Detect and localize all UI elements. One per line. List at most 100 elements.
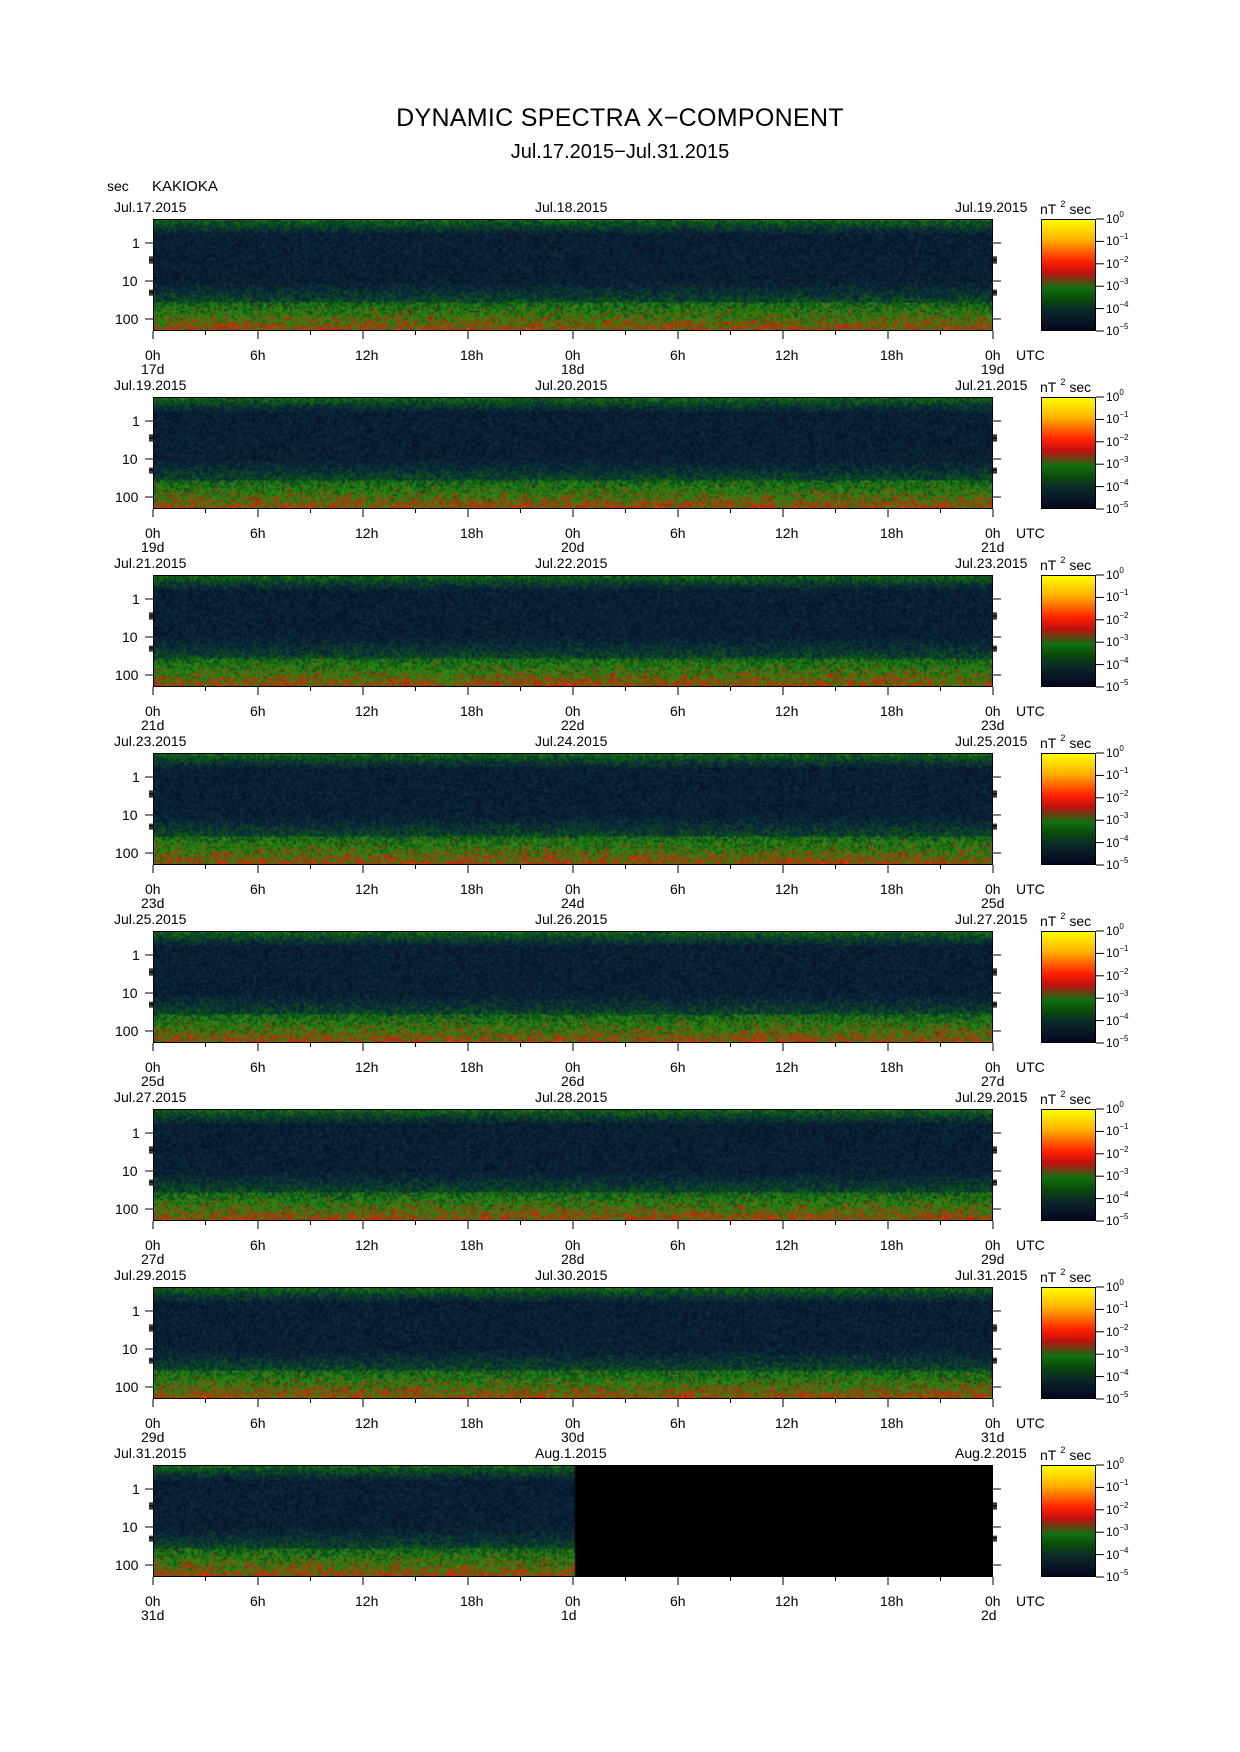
x-tick-label: 0h (145, 703, 161, 719)
colorbar-tick-label: 10−3 (1106, 1167, 1129, 1184)
x-tick-label: 12h (355, 1593, 379, 1609)
y-tick-label: 1 (132, 591, 140, 607)
panel-mid-date: Jul.24.2015 (535, 733, 608, 749)
colorbar-tick-label: 10−5 (1106, 1568, 1129, 1584)
x-tick-label: 6h (250, 1415, 266, 1431)
x-tick-label: 18h (460, 1059, 484, 1075)
spectrogram-image (154, 1288, 992, 1398)
x-tick-label: 18h (460, 525, 484, 541)
panel-start-date: Jul.27.2015 (114, 1089, 187, 1105)
panel-start-date: Jul.29.2015 (114, 1267, 187, 1283)
colorbar-tick-label: 10−3 (1106, 455, 1129, 472)
chart-title: DYNAMIC SPECTRA X−COMPONENT (396, 104, 844, 132)
y-tick-label: 100 (115, 489, 139, 505)
colorbar-tick-label: 10−1 (1106, 588, 1129, 605)
x-unit-label: UTC (1016, 1593, 1045, 1609)
colorbar-tick-label: 10−1 (1106, 944, 1129, 961)
x-tick-label: 18h (880, 347, 904, 363)
x-tick-label: 6h (670, 1237, 686, 1253)
x-tick-label: 12h (355, 881, 379, 897)
colorbar-unit: nT 2 sec (1040, 377, 1092, 395)
colorbar (1041, 219, 1096, 331)
colorbar-tick-label: 10−3 (1106, 989, 1129, 1006)
y-tick-label: 1 (132, 413, 140, 429)
x-tick-label: 0h (985, 347, 1001, 363)
x-unit-label: UTC (1016, 347, 1045, 363)
x-tick-label: 0h (145, 1059, 161, 1075)
y-tick-label: 10 (122, 1341, 138, 1357)
panel-end-date: Jul.29.2015 (955, 1089, 1028, 1105)
colorbar (1041, 931, 1096, 1043)
day-label: 21d (141, 717, 165, 733)
panel-end-date: Jul.19.2015 (955, 199, 1028, 215)
x-tick-label: 0h (565, 1415, 581, 1431)
colorbar-tick-label: 10−2 (1106, 966, 1129, 983)
colorbar-unit: nT 2 sec (1040, 1089, 1092, 1107)
panel-mid-date: Aug.1.2015 (535, 1445, 607, 1461)
panel-end-date: Jul.21.2015 (955, 377, 1028, 393)
x-tick-label: 18h (880, 1059, 904, 1075)
panel-mid-date: Jul.30.2015 (535, 1267, 608, 1283)
x-tick-label: 0h (145, 1593, 161, 1609)
colorbar-unit: nT 2 sec (1040, 555, 1092, 573)
colorbar-tick-label: 10−3 (1106, 1345, 1129, 1362)
y-tick-label: 10 (122, 1163, 138, 1179)
day-label: 31d (141, 1607, 165, 1623)
x-tick-label: 6h (250, 347, 266, 363)
x-unit-label: UTC (1016, 881, 1045, 897)
colorbar-tick-label: 10−3 (1106, 633, 1129, 650)
colorbar-tick-label: 10−2 (1106, 1144, 1129, 1161)
colorbar-tick-label: 10−1 (1106, 1300, 1129, 1317)
colorbar-tick-label: 10−2 (1106, 254, 1129, 271)
x-tick-label: 6h (670, 525, 686, 541)
x-tick-label: 12h (355, 1415, 379, 1431)
colorbar (1041, 1109, 1096, 1221)
colorbar-tick-label: 10−3 (1106, 277, 1129, 294)
colorbar-unit: nT 2 sec (1040, 199, 1092, 217)
colorbar-tick-label: 10−4 (1106, 1367, 1129, 1384)
colorbar-tick-label: 10−5 (1106, 856, 1129, 872)
colorbar-tick-label: 10−4 (1106, 477, 1129, 494)
colorbar-tick-label: 10−4 (1106, 1011, 1129, 1028)
panel-end-date: Jul.27.2015 (955, 911, 1028, 927)
y-tick-label: 10 (122, 451, 138, 467)
day-label: 30d (561, 1429, 585, 1445)
day-label: 27d (981, 1073, 1005, 1089)
colorbar-unit: nT 2 sec (1040, 911, 1092, 929)
station-label: KAKIOKA (152, 178, 218, 195)
colorbar-tick-label: 10−4 (1106, 1189, 1129, 1206)
spectrogram-panel (153, 1109, 993, 1221)
spectrogram-image (154, 220, 992, 330)
colorbar-tick-label: 10−4 (1106, 833, 1129, 850)
day-label: 2d (981, 1607, 997, 1623)
x-unit-label: UTC (1016, 1237, 1045, 1253)
x-tick-label: 6h (250, 1237, 266, 1253)
y-tick-label: 100 (115, 1201, 139, 1217)
colorbar (1041, 397, 1096, 509)
x-tick-label: 12h (775, 703, 799, 719)
x-tick-label: 0h (985, 1237, 1001, 1253)
x-tick-label: 12h (775, 1059, 799, 1075)
spectrogram-image (154, 576, 992, 686)
x-tick-label: 0h (145, 347, 161, 363)
x-tick-label: 0h (145, 881, 161, 897)
x-tick-label: 18h (880, 1237, 904, 1253)
spectrogram-panel (153, 219, 993, 331)
y-tick-label: 1 (132, 235, 140, 251)
colorbar-tick-label: 100 (1106, 1100, 1124, 1116)
day-label: 29d (141, 1429, 165, 1445)
x-tick-label: 18h (460, 347, 484, 363)
panel-end-date: Jul.25.2015 (955, 733, 1028, 749)
day-label: 19d (981, 361, 1005, 377)
panel-mid-date: Jul.26.2015 (535, 911, 608, 927)
x-tick-label: 0h (145, 525, 161, 541)
day-label: 31d (981, 1429, 1005, 1445)
spectrogram-panel (153, 1287, 993, 1399)
y-tick-label: 1 (132, 947, 140, 963)
colorbar-tick-label: 10−3 (1106, 811, 1129, 828)
x-tick-label: 6h (670, 1593, 686, 1609)
spectrogram-image (154, 754, 992, 864)
x-tick-label: 12h (775, 1593, 799, 1609)
x-tick-label: 12h (355, 347, 379, 363)
